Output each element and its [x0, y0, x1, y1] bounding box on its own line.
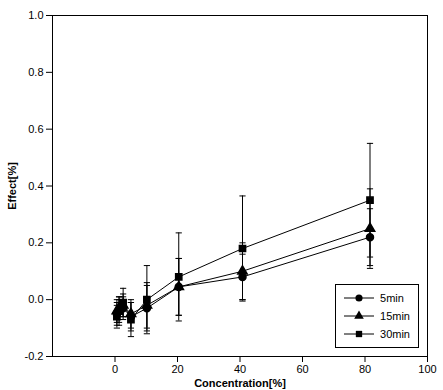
svg-text:0.4: 0.4 — [28, 180, 43, 192]
svg-text:0.2: 0.2 — [28, 236, 43, 248]
html-text:30min: 30min — [380, 328, 410, 340]
svg-text:0.0: 0.0 — [28, 293, 43, 305]
svg-text:20: 20 — [171, 363, 183, 375]
svg-text:40: 40 — [234, 363, 246, 375]
svg-text:Effect[%]: Effect[%] — [6, 162, 18, 210]
svg-text:0.6: 0.6 — [28, 123, 43, 135]
svg-text:60: 60 — [296, 363, 308, 375]
html-text:5min: 5min — [380, 292, 404, 304]
svg-text:1.0: 1.0 — [28, 9, 43, 21]
html-text:15min: 15min — [380, 310, 410, 322]
svg-text:100: 100 — [418, 363, 436, 375]
svg-text:0: 0 — [112, 363, 118, 375]
svg-text:Concentration[%]: Concentration[%] — [194, 377, 286, 389]
svg-text:-0.2: -0.2 — [25, 350, 44, 362]
svg-text:80: 80 — [359, 363, 371, 375]
svg-text:0.8: 0.8 — [28, 66, 43, 78]
